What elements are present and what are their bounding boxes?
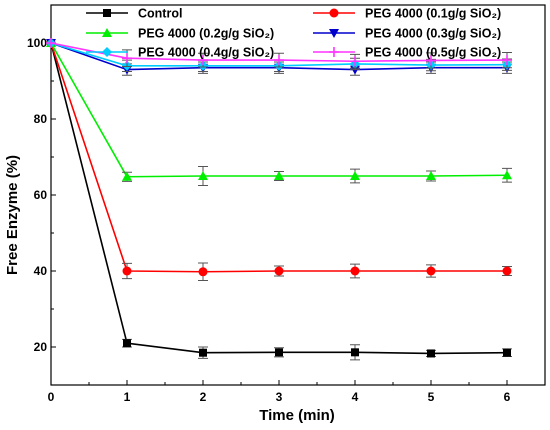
data-point	[426, 266, 436, 276]
x-tick-label: 2	[200, 390, 207, 404]
legend-label: PEG 4000 (0.5g/g SiO₂)	[365, 46, 501, 60]
data-point	[274, 266, 284, 276]
y-tick-label: 80	[34, 112, 48, 126]
y-axis-label: Free Enzyme (%)	[4, 155, 21, 275]
legend-item: PEG 4000 (0.1g/g SiO₂)	[313, 7, 501, 21]
legend-marker	[329, 8, 339, 18]
y-tick-label: 100	[27, 36, 47, 50]
data-point	[275, 348, 283, 357]
legend-marker	[102, 28, 112, 37]
legend-label: PEG 4000 (0.4g/g SiO₂)	[138, 46, 274, 60]
data-point	[122, 53, 132, 64]
data-point	[274, 171, 284, 180]
legend: Control PEG 4000 (0.1g/g SiO₂) PEG 4000 (0…	[86, 7, 501, 60]
series-0	[47, 39, 512, 361]
data-point	[426, 55, 436, 66]
legend-label: Control	[138, 7, 182, 21]
data-point	[122, 266, 132, 276]
x-tick-label: 1	[124, 390, 131, 404]
x-tick-label: 4	[352, 390, 359, 404]
plot-frame	[50, 4, 546, 386]
x-tick-label: 0	[48, 390, 55, 404]
data-point	[351, 348, 359, 357]
legend-marker	[329, 47, 339, 57]
x-tick-label: 5	[428, 390, 435, 404]
series-5	[46, 38, 512, 69]
y-tick-label: 40	[34, 264, 48, 278]
data-point	[502, 55, 512, 66]
data-point	[350, 56, 360, 67]
axes: 0 1 2 3 4 5 6 20 40 60 80 100	[27, 4, 511, 404]
data-point	[123, 339, 131, 348]
legend-item: PEG 4000 (0.2g/g SiO₂)	[86, 27, 274, 41]
data-point	[503, 348, 511, 357]
x-axis-label: Time (min)	[259, 407, 335, 424]
x-tick-label: 3	[276, 390, 283, 404]
legend-marker	[329, 29, 339, 38]
data-point	[502, 170, 512, 180]
legend-item: Control	[86, 7, 182, 21]
data-point	[274, 55, 284, 66]
data-point	[198, 55, 208, 66]
data-point	[426, 171, 436, 180]
series-layer	[46, 38, 512, 361]
legend-label: PEG 4000 (0.3g/g SiO₂)	[365, 27, 501, 41]
legend-marker	[102, 47, 112, 57]
plot-area	[50, 4, 546, 386]
data-point	[122, 171, 132, 181]
data-point	[198, 267, 208, 277]
legend-marker	[103, 9, 111, 17]
legend-label: PEG 4000 (0.1g/g SiO₂)	[365, 7, 501, 21]
legend-item: PEG 4000 (0.3g/g SiO₂)	[313, 27, 501, 41]
data-point	[427, 349, 435, 358]
legend-item: PEG 4000 (0.5g/g SiO₂)	[313, 46, 501, 60]
data-point	[46, 38, 56, 48]
data-point	[198, 171, 208, 180]
y-tick-label: 60	[34, 188, 48, 202]
x-tick-label: 6	[504, 390, 511, 404]
y-tick-label: 20	[34, 340, 48, 354]
data-point	[199, 348, 207, 357]
series-line	[50, 42, 507, 273]
legend-item: PEG 4000 (0.4g/g SiO₂)	[86, 46, 274, 60]
data-point	[350, 266, 360, 276]
series-line	[50, 42, 508, 355]
data-point	[350, 171, 360, 180]
data-point	[502, 266, 512, 276]
legend-label: PEG 4000 (0.2g/g SiO₂)	[138, 27, 274, 41]
